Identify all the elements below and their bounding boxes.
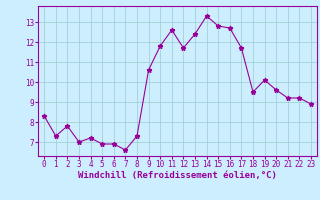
X-axis label: Windchill (Refroidissement éolien,°C): Windchill (Refroidissement éolien,°C) — [78, 171, 277, 180]
